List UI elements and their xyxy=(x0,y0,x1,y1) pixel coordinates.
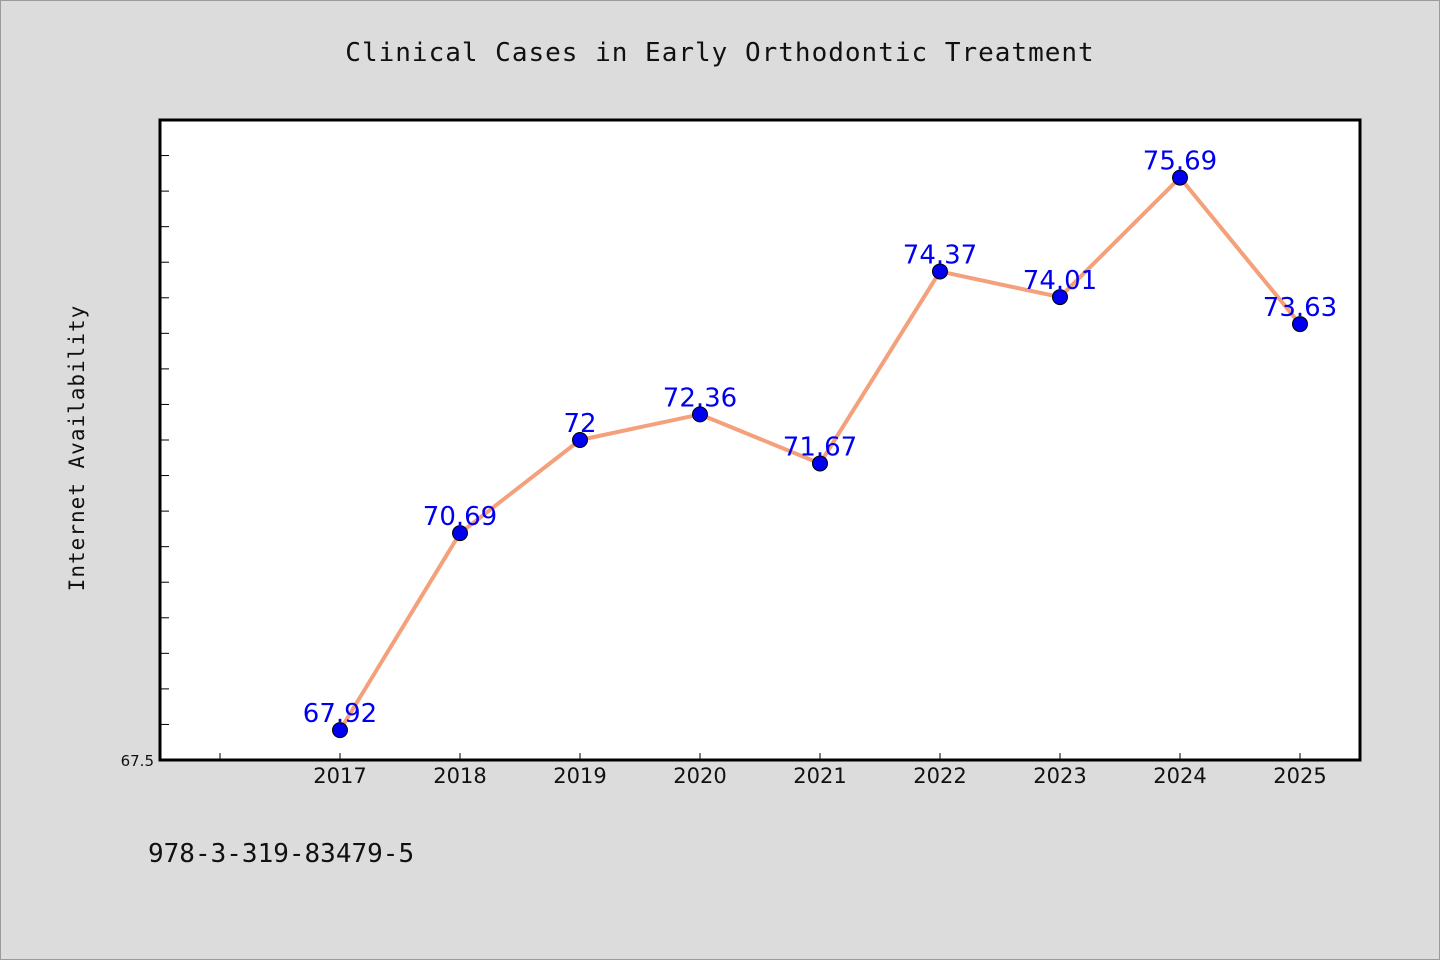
data-label: 71.67 xyxy=(783,432,857,462)
y-tick-label: 67.5 xyxy=(121,752,154,770)
data-point xyxy=(932,263,948,280)
plot-area xyxy=(158,118,1362,762)
data-point xyxy=(452,525,468,542)
data-label: 70.69 xyxy=(423,502,497,532)
data-point xyxy=(1172,169,1188,186)
x-tick-label: 2023 xyxy=(1033,764,1086,788)
data-point xyxy=(572,432,588,448)
data-labels: 67.92 70.69 72 72.36 71.67 74.37 74.01 75.69 73.… xyxy=(303,147,1337,730)
x-tick-label: 2022 xyxy=(913,764,966,788)
data-point xyxy=(332,722,348,739)
chart-title: Clinical Cases in Early Orthodontic Trea… xyxy=(345,38,1094,68)
x-tick-label: 2017 xyxy=(313,764,366,788)
data-label: 74.37 xyxy=(903,240,977,270)
x-tick-label: 2021 xyxy=(793,764,846,788)
x-tick-label: 2020 xyxy=(673,764,726,788)
footer-isbn: 978-3-319-83479-5 xyxy=(148,839,414,869)
data-point xyxy=(692,406,708,423)
data-label: 75.69 xyxy=(1143,147,1217,177)
data-point xyxy=(1292,316,1308,333)
x-tick-label: 2025 xyxy=(1273,764,1326,788)
data-label: 72.36 xyxy=(663,383,737,413)
data-label: 67.92 xyxy=(303,699,377,729)
data-label: 72 xyxy=(563,409,596,439)
y-axis-ticks: 67.5 xyxy=(121,119,169,770)
data-label: 73.63 xyxy=(1263,293,1337,323)
x-tick-label: 2019 xyxy=(553,764,606,788)
x-tick-label: 2024 xyxy=(1153,764,1206,788)
x-tick-label: 2018 xyxy=(433,764,486,788)
data-point xyxy=(812,455,828,472)
data-label: 74.01 xyxy=(1023,266,1097,296)
x-axis-ticks: 2017 2018 2019 2020 2021 2022 2023 2024 2025 xyxy=(219,753,1327,788)
y-axis-label: Internet Availability xyxy=(65,305,89,592)
data-markers xyxy=(332,169,1308,739)
data-point xyxy=(1052,289,1068,306)
